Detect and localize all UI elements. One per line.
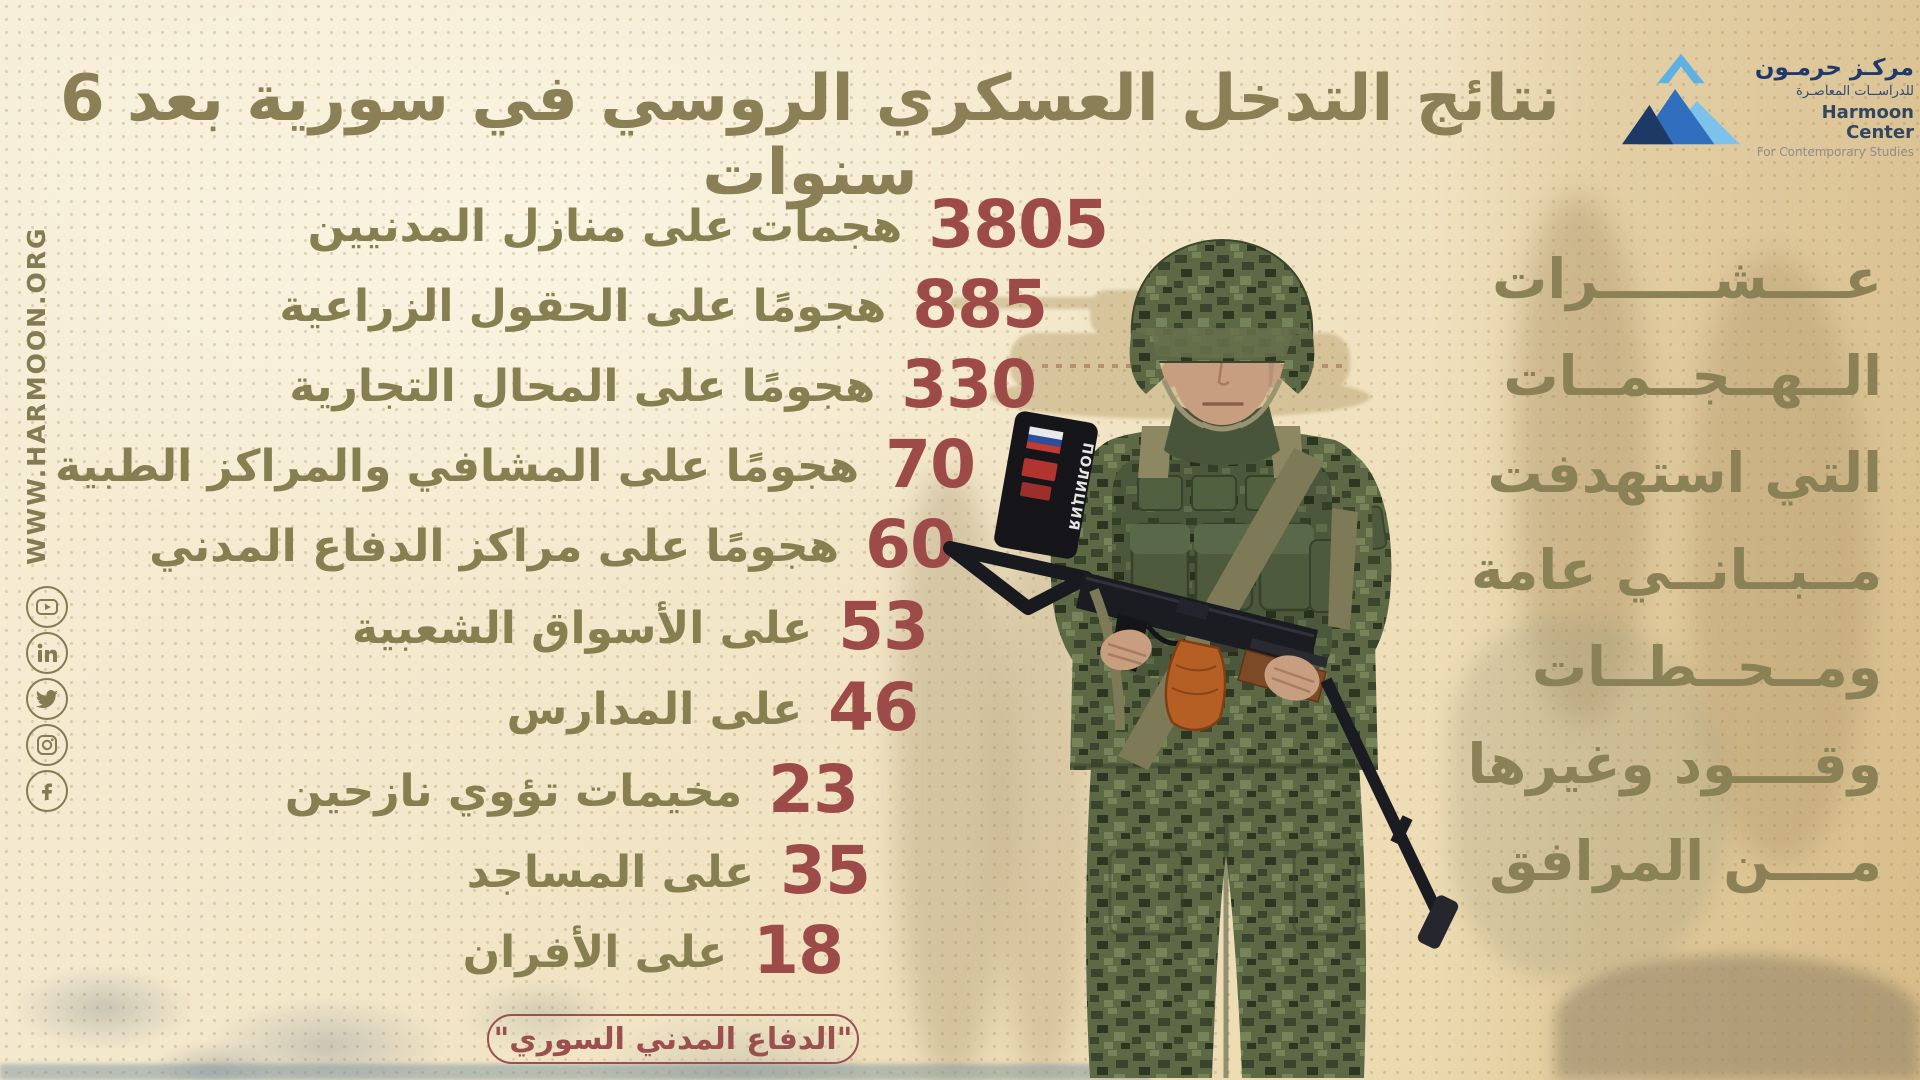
rubble-photo (0, 855, 860, 1080)
soldier-hands (1100, 629, 1320, 701)
logo-english-subtitle: For Contemporary Studies (1756, 144, 1914, 159)
stat-row: 23 مخيمات تؤوي نازحين (284, 751, 859, 828)
faded-soldier-silhouette (1515, 195, 1650, 725)
side-annotation-line: مــبــانــي عامة (1470, 537, 1882, 602)
stat-value: 60 (865, 506, 956, 583)
stat-label: على الأسواق الشعبية (352, 603, 813, 654)
side-annotation: عــــشــــــرات الــهــجــمــات التي است… (1432, 230, 1882, 909)
stat-row: 70 هجومًا على المشافي والمراكز الطبية (55, 426, 976, 503)
rifle-folding-stock (943, 541, 1093, 615)
side-annotation-line: مــــن المرافق (1489, 828, 1882, 893)
stat-value: 3805 (928, 186, 1109, 263)
stat-row: 53 على الأسواق الشعبية (352, 588, 929, 665)
stat-row: 18 على الأفران (462, 912, 844, 989)
stat-label: مخيمات تؤوي نازحين (284, 766, 743, 817)
rubble-photo-edge (0, 1064, 1150, 1080)
stat-label: هجمات على منازل المدنيين (307, 201, 903, 252)
stat-row: 35 على المساجد (466, 832, 871, 909)
soldier-legs (1086, 750, 1366, 1078)
stat-value: 885 (912, 266, 1048, 343)
stat-label: هجومًا على المحال التجارية (289, 361, 876, 412)
social-icons (26, 586, 68, 812)
youtube-icon[interactable] (26, 586, 68, 628)
faded-map-shape (1450, 620, 1730, 980)
stat-label: هجومًا على مراكز الدفاع المدني (149, 521, 840, 572)
stat-value: 70 (885, 426, 976, 503)
facebook-icon[interactable] (26, 770, 68, 812)
mountain-logo-icon (1622, 53, 1740, 145)
harmoon-logo: مركـز حرمـون للدراســات المعاصـرة Harmoo… (1622, 48, 1914, 159)
soldier-photo: ПОЛИЦИЯ (943, 238, 1459, 1078)
page-title: نتائج التدخل العسكري الروسي في سورية بعد… (60, 62, 1560, 210)
stat-label: على المساجد (466, 847, 755, 898)
twitter-icon[interactable] (26, 678, 68, 720)
stat-label: هجومًا على المشافي والمراكز الطبية (55, 441, 860, 492)
stat-value: 330 (901, 346, 1037, 423)
rifle-barrel (1320, 677, 1442, 913)
stat-row: 885 هجومًا على الحقول الزراعية (279, 266, 1048, 343)
rubble-mound (1555, 955, 1920, 1080)
rifle-magazine (1164, 638, 1227, 731)
rifle-muzzle (1417, 895, 1459, 949)
stat-row: 3805 هجمات على منازل المدنيين (307, 186, 1109, 263)
russian-flag-patch (1026, 426, 1064, 454)
stat-label: على الأفران (462, 927, 728, 978)
website-url[interactable]: WWW.HARMOON.ORG (22, 226, 51, 565)
stat-value: 35 (780, 832, 871, 909)
side-annotation-line: وقــــود وغيرها (1467, 731, 1882, 796)
stat-value: 23 (768, 751, 859, 828)
side-annotation-line: الــهــجــمــات (1503, 343, 1882, 408)
faded-soldier-silhouette (1690, 255, 1870, 865)
background-right-band (1430, 0, 1920, 1080)
stat-value: 18 (753, 912, 844, 989)
linkedin-icon[interactable] (26, 632, 68, 674)
stat-row: 60 هجومًا على مراكز الدفاع المدني (149, 506, 956, 583)
stat-label: هجومًا على الحقول الزراعية (279, 281, 887, 332)
soldier-helmet (1129, 238, 1315, 432)
stat-label: على المدارس (506, 684, 803, 735)
logo-english-name: Harmoon Center (1821, 102, 1914, 144)
stat-row: 46 على المدارس (506, 669, 919, 746)
logo-arabic-subtitle: للدراســات المعاصـرة (1796, 83, 1914, 99)
side-annotation-line: ومــحــطــات (1531, 634, 1882, 699)
side-annotation-line: عــــشــــــرات (1492, 246, 1882, 311)
stat-value: 53 (838, 588, 929, 665)
logo-arabic-name: مركـز حرمـون (1754, 55, 1914, 81)
source-badge: "الدفاع المدني السوري" (487, 1014, 859, 1064)
side-annotation-line: التي استهدفت (1487, 440, 1882, 505)
stat-value: 46 (828, 669, 919, 746)
instagram-icon[interactable] (26, 724, 68, 766)
stat-row: 330 هجومًا على المحال التجارية (289, 346, 1037, 423)
